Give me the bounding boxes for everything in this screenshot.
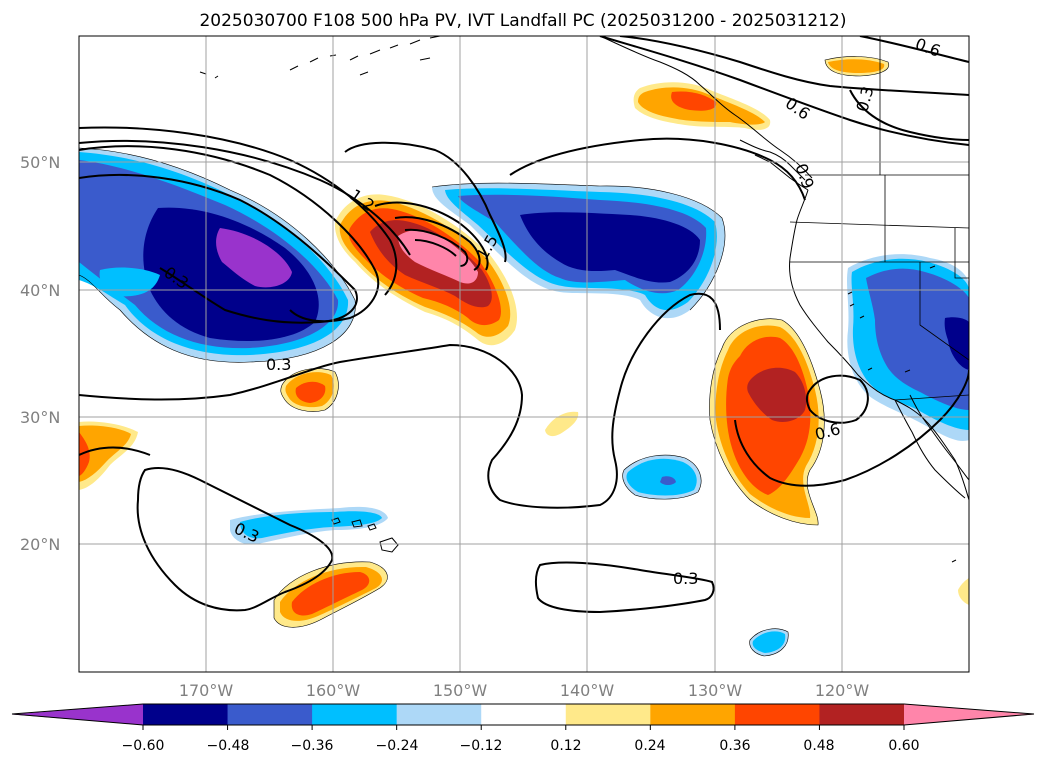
hawaii-islands bbox=[331, 517, 399, 553]
colorbar-cell bbox=[227, 704, 313, 725]
lon-tick-labels: 170°W 160°W 150°W 140°W 130°W 120°W bbox=[179, 681, 870, 700]
pv-contours bbox=[79, 36, 969, 614]
contour-label-0-3-southcentral: 0.3 bbox=[673, 569, 698, 588]
colorbar-cell bbox=[650, 704, 736, 725]
lon-label-120w: 120°W bbox=[815, 681, 870, 700]
map-panel: 1.2 1.5 0.3 0.3 0.3 0.3 0.6 0.6 0.6 0.3 … bbox=[78, 35, 970, 673]
contour-0-3-southcentral bbox=[534, 561, 715, 614]
us-mexico-border bbox=[894, 394, 969, 401]
small-island-marks bbox=[847, 265, 957, 563]
contour-1-5-ridge-outer bbox=[344, 141, 507, 263]
colorbar: −0.60 −0.48 −0.36 −0.24 −0.12 0.12 0.24 … bbox=[11, 703, 1035, 754]
contour-0-3-alaska bbox=[619, 36, 969, 96]
contour-0-3-south bbox=[136, 467, 334, 612]
lon-label-130w: 130°W bbox=[688, 681, 743, 700]
colorbar-cell bbox=[819, 704, 905, 725]
positive-anomaly-north bbox=[633, 56, 889, 130]
colorbar-cell bbox=[312, 704, 398, 725]
colorbar-label: 0.48 bbox=[803, 738, 834, 754]
positive-anomaly-offshore bbox=[709, 318, 825, 525]
colorbar-ticks bbox=[142, 725, 905, 730]
gulf-california-coast bbox=[909, 394, 969, 481]
lat-label-20n: 20°N bbox=[20, 535, 60, 554]
lon-label-170w: 170°W bbox=[179, 681, 234, 700]
map-frame bbox=[78, 35, 970, 673]
positive-anomaly-small bbox=[79, 368, 969, 628]
lat-tick-labels: 50°N 40°N 30°N 20°N bbox=[20, 153, 60, 554]
colorbar-cells bbox=[12, 704, 1034, 725]
bc-coast bbox=[739, 139, 809, 191]
colorbar-cell bbox=[396, 704, 482, 725]
baja-coast bbox=[894, 399, 966, 499]
colorbar-extend-high bbox=[904, 704, 1034, 725]
colorbar-cell bbox=[565, 704, 651, 725]
lat-label-40n: 40°N bbox=[20, 281, 60, 300]
state-line-id bbox=[884, 175, 969, 279]
contour-0-6-offshore bbox=[734, 369, 969, 487]
political-borders bbox=[789, 36, 969, 401]
contour-trough-east bbox=[509, 137, 806, 201]
state-line-ca-nv bbox=[919, 262, 969, 361]
coastlines bbox=[199, 36, 969, 563]
lon-label-160w: 160°W bbox=[306, 681, 361, 700]
lon-label-150w: 150°W bbox=[433, 681, 488, 700]
contour-0-9-west bbox=[79, 126, 398, 296]
contour-0-6-north bbox=[859, 36, 969, 63]
lat-label-50n: 50°N bbox=[20, 153, 60, 172]
colorbar-cell bbox=[481, 704, 567, 725]
alaska-panhandle-coast bbox=[599, 36, 813, 179]
contour-ridge-inner-1 bbox=[394, 216, 481, 271]
contour-0-3-southwest-arc bbox=[79, 446, 151, 456]
colorbar-label: −0.60 bbox=[122, 738, 165, 754]
colorbar-label: −0.36 bbox=[291, 738, 334, 754]
colorbar-tick-labels: −0.60 −0.48 −0.36 −0.24 −0.12 0.12 0.24 … bbox=[122, 738, 920, 754]
colorbar-label: −0.24 bbox=[376, 738, 419, 754]
colorbar-label: −0.12 bbox=[460, 738, 503, 754]
contour-label-0-3-ridge: 0.3 bbox=[266, 355, 291, 374]
negative-anomaly-east bbox=[847, 254, 969, 441]
colorbar-label: 0.36 bbox=[719, 738, 750, 754]
contour-0-6-loop bbox=[806, 374, 869, 424]
contour-0-3-northeast bbox=[849, 89, 969, 141]
colorbar-label: 0.24 bbox=[634, 738, 665, 754]
contour-ridge-inner-2 bbox=[404, 228, 469, 267]
negative-anomaly-central bbox=[432, 183, 725, 319]
colorbar-cell bbox=[734, 704, 820, 725]
contour-0-3-west bbox=[79, 173, 358, 324]
negative-anomaly-west bbox=[79, 148, 356, 363]
gridlines bbox=[79, 36, 969, 672]
colorbar-label: −0.48 bbox=[207, 738, 250, 754]
colorbar-label: 0.60 bbox=[888, 738, 919, 754]
contour-0-3-ridge bbox=[79, 292, 721, 509]
contour-ridge-inner-3 bbox=[414, 239, 457, 257]
state-line-wa-or bbox=[789, 221, 969, 229]
contour-0-6-west bbox=[79, 145, 380, 323]
lon-label-140w: 140°W bbox=[560, 681, 615, 700]
figure-title: 2025030700 F108 500 hPa PV, IVT Landfall… bbox=[199, 11, 846, 31]
colorbar-label: 0.12 bbox=[550, 738, 581, 754]
colorbar-extend-low bbox=[12, 704, 143, 725]
lat-label-30n: 30°N bbox=[20, 408, 60, 427]
colorbar-cell bbox=[143, 704, 229, 725]
contour-1-2 bbox=[79, 139, 411, 256]
west-coast bbox=[789, 189, 969, 501]
contour-1-5-ridge bbox=[374, 201, 489, 271]
contour-0-6-east bbox=[599, 36, 969, 146]
